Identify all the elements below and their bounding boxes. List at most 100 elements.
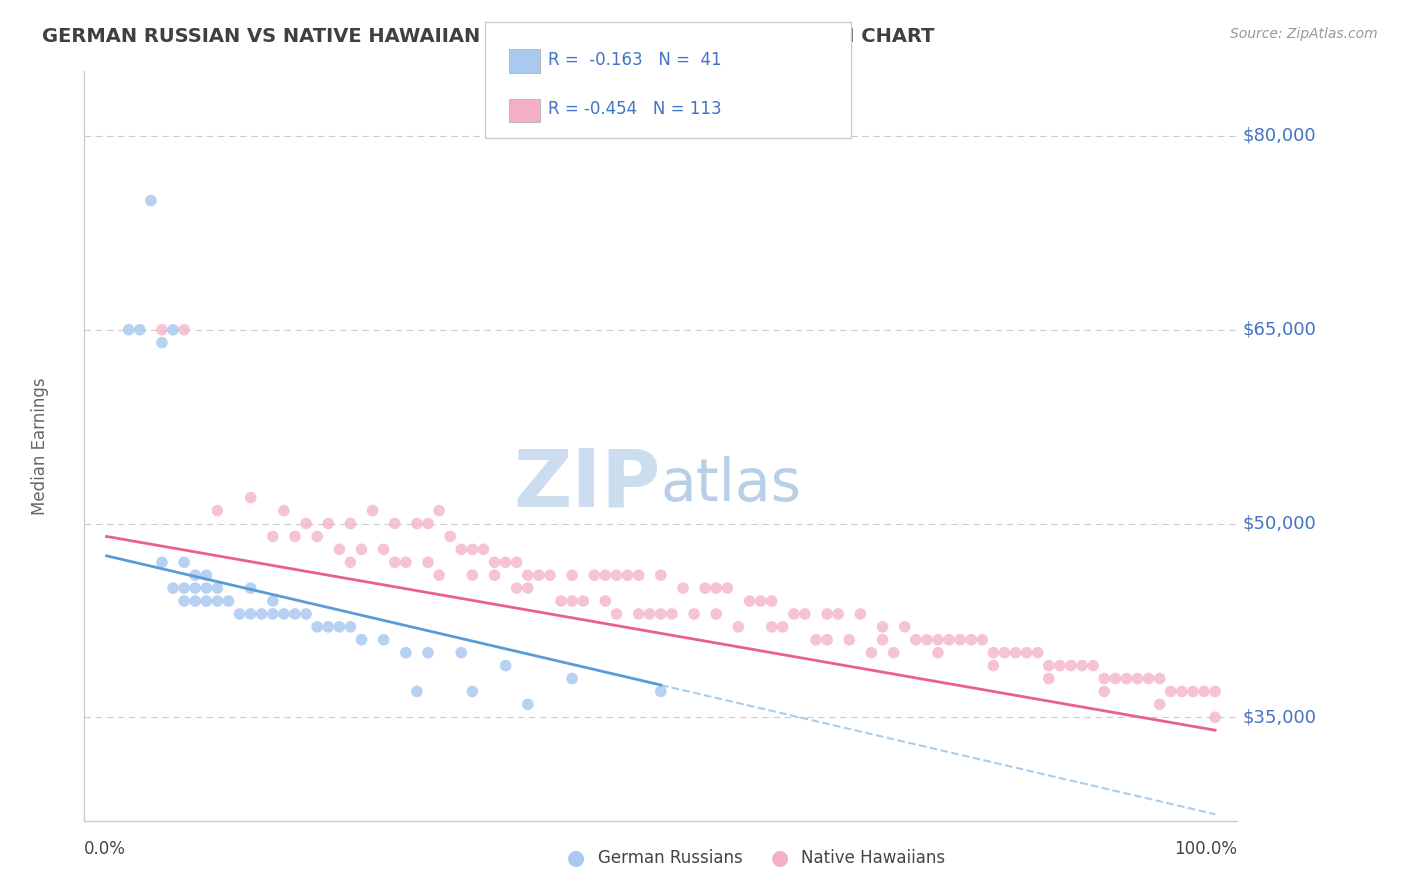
Point <box>207 581 229 595</box>
Point <box>284 607 307 621</box>
Point <box>1049 658 1071 673</box>
Point <box>1038 658 1060 673</box>
Point <box>627 568 650 582</box>
Point <box>983 658 1005 673</box>
Point <box>228 607 250 621</box>
Point <box>484 555 506 569</box>
Point <box>516 568 538 582</box>
Point <box>672 581 695 595</box>
Point <box>384 516 406 531</box>
Point <box>516 581 538 595</box>
Point <box>250 607 273 621</box>
Point <box>239 491 262 505</box>
Point <box>1181 684 1204 698</box>
Point <box>605 568 627 582</box>
Point <box>550 594 572 608</box>
Point <box>461 568 484 582</box>
Point <box>150 555 173 569</box>
Point <box>461 684 484 698</box>
Point <box>416 516 439 531</box>
Text: 0.0%: 0.0% <box>84 840 127 858</box>
Point <box>506 581 529 595</box>
Point <box>262 594 284 608</box>
Point <box>838 632 860 647</box>
Point <box>1038 672 1060 686</box>
Point <box>605 607 627 621</box>
Point <box>761 594 783 608</box>
Point <box>239 607 262 621</box>
Point <box>195 568 218 582</box>
Point <box>361 503 384 517</box>
Point <box>704 607 727 621</box>
Point <box>273 503 295 517</box>
Point <box>239 581 262 595</box>
Point <box>184 581 207 595</box>
Point <box>1060 658 1083 673</box>
Point <box>262 529 284 543</box>
Point <box>683 607 706 621</box>
Point <box>538 568 561 582</box>
Point <box>373 632 395 647</box>
Point <box>1126 672 1149 686</box>
Point <box>927 632 949 647</box>
Point <box>638 607 661 621</box>
Point <box>1026 646 1049 660</box>
Point <box>650 568 672 582</box>
Point <box>195 594 218 608</box>
Point <box>1083 658 1105 673</box>
Point <box>450 542 472 557</box>
Point <box>162 581 184 595</box>
Point <box>173 581 195 595</box>
Point <box>661 607 683 621</box>
Point <box>307 529 329 543</box>
Point <box>1204 684 1226 698</box>
Point <box>983 646 1005 660</box>
Text: Median Earnings: Median Earnings <box>31 377 49 515</box>
Point <box>1092 672 1115 686</box>
Point <box>316 516 339 531</box>
Point <box>416 646 439 660</box>
Point <box>738 594 761 608</box>
Point <box>307 620 329 634</box>
Point <box>427 568 450 582</box>
Point <box>1071 658 1094 673</box>
Point <box>904 632 927 647</box>
Point <box>716 581 738 595</box>
Point <box>162 323 184 337</box>
Point <box>583 568 606 582</box>
Point <box>1204 710 1226 724</box>
Text: German Russians: German Russians <box>598 849 742 867</box>
Point <box>804 632 827 647</box>
Point <box>384 555 406 569</box>
Point <box>416 555 439 569</box>
Point <box>927 646 949 660</box>
Point <box>118 323 141 337</box>
Point <box>960 632 983 647</box>
Point <box>339 516 361 531</box>
Point <box>350 632 373 647</box>
Point <box>972 632 994 647</box>
Point <box>339 620 361 634</box>
Point <box>1004 646 1026 660</box>
Point <box>262 607 284 621</box>
Text: $80,000: $80,000 <box>1243 127 1316 145</box>
Text: 100.0%: 100.0% <box>1174 840 1237 858</box>
Point <box>561 568 583 582</box>
Point <box>184 568 207 582</box>
Point <box>783 607 806 621</box>
Point <box>295 516 318 531</box>
Point <box>794 607 817 621</box>
Point <box>1104 672 1126 686</box>
Point <box>328 542 350 557</box>
Point <box>395 555 418 569</box>
Point <box>650 684 672 698</box>
Point <box>1137 672 1160 686</box>
Point <box>949 632 972 647</box>
Point <box>695 581 717 595</box>
Point <box>827 607 849 621</box>
Point <box>273 607 295 621</box>
Point <box>1192 684 1215 698</box>
Point <box>350 542 373 557</box>
Point <box>207 503 229 517</box>
Point <box>704 581 727 595</box>
